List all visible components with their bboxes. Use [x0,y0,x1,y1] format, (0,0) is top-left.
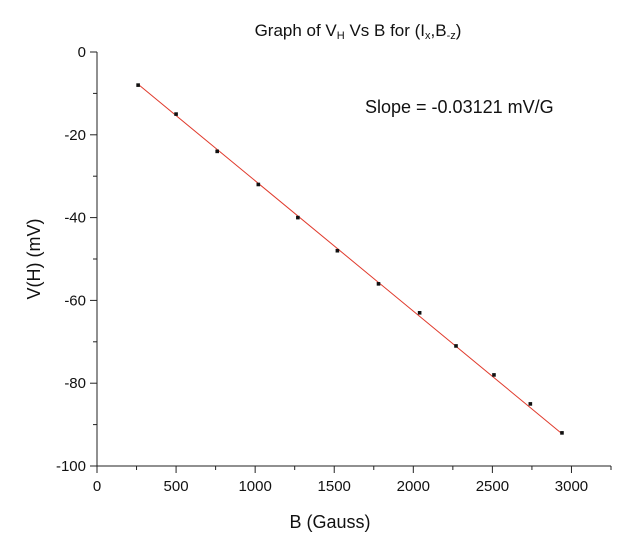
data-point [335,248,340,253]
title-subscript: x [425,30,431,42]
y-tick-label: -100 [56,458,86,475]
axis-ticks: 0 500 1000 1500 2000 2500 3000 0 -20 -40 -60 -80 -10… [56,44,612,495]
title-subscript: H [337,30,345,42]
y-tick-label: 0 [78,44,86,61]
y-tick-label: -80 [64,375,86,392]
x-tick-label: 2500 [476,478,509,495]
data-point [296,215,300,220]
title-subscript: -z [447,30,456,42]
data-point [560,431,564,435]
slope-annotation: Slope = -0.03121 mV/G [365,97,554,117]
y-axis-title: V(H) (mV) [24,219,44,300]
title-segment: ,B [431,21,447,40]
chart-title: Graph of VH Vs B for (Ix,B-z) [255,21,462,42]
title-segment: ) [456,21,462,40]
fit-line-group [137,83,563,435]
data-point [136,83,140,87]
x-tick-label: 0 [93,478,101,495]
x-tick-label: 1500 [318,478,351,495]
y-tick-label: -40 [64,210,86,227]
data-point [376,282,381,286]
x-axis-title: B (Gauss) [289,512,370,532]
y-tick-label: -20 [64,127,86,144]
data-point [528,402,533,406]
x-tick-label: 2000 [397,478,430,495]
x-tick-label: 3000 [555,478,588,495]
data-point [174,112,178,116]
y-tick-label: -60 [64,292,86,309]
data-point [492,373,496,377]
data-points [136,83,564,435]
x-tick-label: 1000 [238,478,271,495]
data-point [215,149,219,154]
axis-titles: B (Gauss) V(H) (mV) [24,219,371,532]
chart-title-text: Graph of VH Vs B for (Ix,B-z) [255,21,462,42]
title-segment: Vs B for (I [345,21,425,40]
data-point [454,344,458,348]
fit-line [137,83,563,435]
data-point [417,311,422,315]
title-segment: Graph of V [255,21,338,40]
data-point [256,182,261,187]
x-tick-label: 500 [164,478,189,495]
